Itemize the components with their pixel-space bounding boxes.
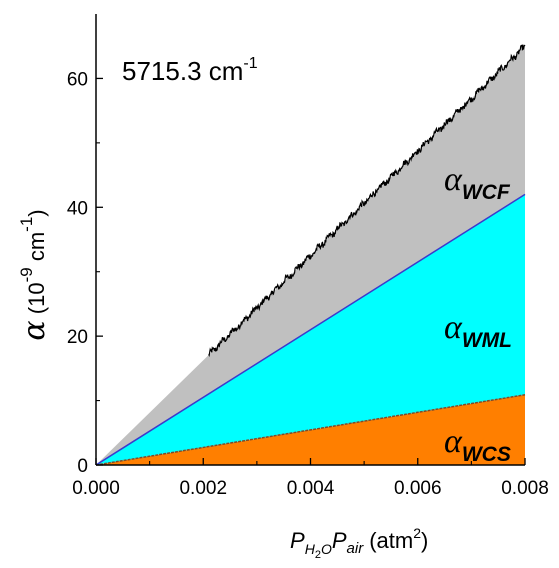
y-tick-label: 60 xyxy=(67,69,88,90)
annotation-text: 5715.3 cm xyxy=(122,56,243,86)
x-tick-label: 0.004 xyxy=(287,478,335,499)
y-tick-label: 40 xyxy=(67,198,88,219)
y-axis-title: α (10-9 cm-1) xyxy=(17,209,52,340)
region-label-wml: αWML xyxy=(444,309,512,352)
y-tick-label: 20 xyxy=(67,327,88,348)
ticks: 0.000 0.002 0.004 0.006 0.008 0 20 40 60 xyxy=(67,69,549,499)
x-tick-label: 0.006 xyxy=(394,478,442,499)
y-tick-label: 0 xyxy=(77,456,88,477)
x-tick-label: 0.000 xyxy=(72,478,120,499)
x-tick-label: 0.008 xyxy=(501,478,549,499)
region-label-wcs: αWCS xyxy=(444,423,511,466)
plot-lines xyxy=(95,44,526,466)
measured-line xyxy=(208,44,526,358)
annotation-sup: -1 xyxy=(243,55,257,72)
region-label-wcf: αWCF xyxy=(444,161,511,204)
x-axis-title: PH2OPair (atm2) xyxy=(290,525,428,561)
annotation-wavenumber: 5715.3 cm-1 xyxy=(122,55,258,86)
line-wml xyxy=(95,193,526,466)
x-tick-label: 0.002 xyxy=(179,478,227,499)
line-wcs xyxy=(95,394,526,466)
